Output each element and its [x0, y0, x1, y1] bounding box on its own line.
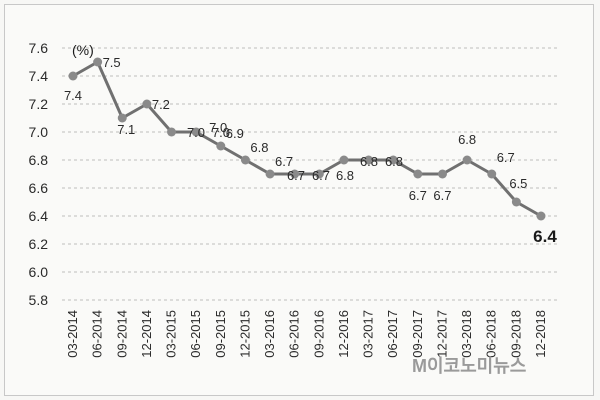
x-tick-label: 09-2017	[410, 310, 425, 358]
data-label: 7.5	[103, 55, 121, 70]
x-tick-label: 06-2017	[385, 310, 400, 358]
x-tick-label: 03-2016	[262, 310, 277, 358]
data-point	[191, 127, 201, 137]
data-point	[487, 169, 497, 179]
data-point	[437, 169, 447, 179]
x-tick-label: 03-2015	[164, 310, 179, 358]
y-tick-label: 7.4	[29, 68, 49, 84]
data-label: 6.8	[336, 168, 354, 183]
data-point	[339, 155, 349, 165]
data-point	[413, 169, 423, 179]
y-axis-ticks: 7.6 7.4 7.2 7.0 6.8 6.6 6.4 6.2 6.0 5.8	[29, 40, 49, 308]
data-label: 6.7	[287, 168, 305, 183]
data-point	[93, 57, 103, 67]
data-label: 7.0	[212, 125, 230, 140]
data-point	[364, 155, 374, 165]
unit-label: (%)	[72, 42, 94, 58]
data-point	[462, 155, 472, 165]
data-point	[167, 127, 177, 137]
data-point	[511, 197, 521, 207]
data-label: 7.0	[187, 125, 205, 140]
data-label: 7.4	[64, 88, 82, 103]
y-tick-label: 6.0	[29, 264, 49, 280]
data-label: 6.8	[385, 154, 403, 169]
x-tick-label: 12-2018	[533, 310, 548, 358]
x-tick-label: 09-2016	[311, 310, 326, 358]
data-point	[388, 155, 398, 165]
data-point	[216, 141, 226, 151]
y-tick-label: 6.2	[29, 236, 49, 252]
data-point	[314, 169, 324, 179]
x-tick-label: 12-2015	[237, 310, 252, 358]
data-point	[536, 211, 546, 221]
data-label: 6.5	[509, 176, 527, 191]
data-point	[240, 155, 250, 165]
data-label: 7.0	[209, 120, 227, 135]
x-tick-label: 06-2014	[90, 310, 105, 358]
data-label: 6.8	[250, 140, 268, 155]
y-tick-label: 7.6	[29, 40, 49, 56]
series-line	[72, 60, 542, 218]
y-tick-label: 7.2	[29, 96, 49, 112]
x-tick-label: 12-2017	[434, 310, 449, 358]
watermark-text: M이코노미뉴스	[412, 356, 526, 376]
data-label: 6.8	[458, 132, 476, 147]
data-label: 7.2	[152, 97, 170, 112]
x-tick-label: 09-2014	[114, 310, 129, 358]
y-tick-label: 7.0	[29, 124, 49, 140]
y-tick-label: 6.8	[29, 152, 49, 168]
data-label: 6.7	[433, 188, 451, 203]
data-label: 6.8	[360, 154, 378, 169]
x-tick-label: 06-2018	[484, 310, 499, 358]
x-tick-label: 06-2016	[287, 310, 302, 358]
data-labels: 7.47.57.17.27.0 7.07.06.96.86.76.7 6.7 6.86…	[64, 55, 557, 246]
data-point	[290, 169, 300, 179]
data-label: 6.7	[409, 188, 427, 203]
data-label: 6.7	[497, 150, 515, 165]
data-label-latest: 6.4	[533, 227, 557, 246]
x-axis-ticks: 03-2014 06-2014 09-2014 12-2014 03-2015 06-20…	[65, 310, 548, 358]
series-markers	[68, 57, 546, 221]
data-point	[265, 169, 275, 179]
x-tick-label: 03-2014	[65, 310, 80, 358]
data-point	[142, 99, 152, 109]
y-tick-label: 6.6	[29, 180, 49, 196]
data-label: 6.7	[312, 168, 330, 183]
y-tick-label: 5.8	[29, 292, 49, 308]
data-label: 7.1	[117, 122, 135, 137]
x-tick-label: 03-2018	[459, 310, 474, 358]
x-tick-label: 06-2015	[188, 310, 203, 358]
y-tick-label: 6.4	[29, 208, 49, 224]
data-label: 6.7	[275, 154, 293, 169]
x-tick-label: 09-2018	[508, 310, 523, 358]
gridlines	[62, 47, 560, 301]
x-tick-label: 03-2017	[361, 310, 376, 358]
data-point	[117, 113, 127, 123]
x-tick-label: 12-2016	[336, 310, 351, 358]
x-tick-label: 12-2014	[139, 310, 154, 358]
data-label: 6.9	[226, 126, 244, 141]
x-tick-label: 09-2015	[213, 310, 228, 358]
data-point	[68, 71, 78, 81]
